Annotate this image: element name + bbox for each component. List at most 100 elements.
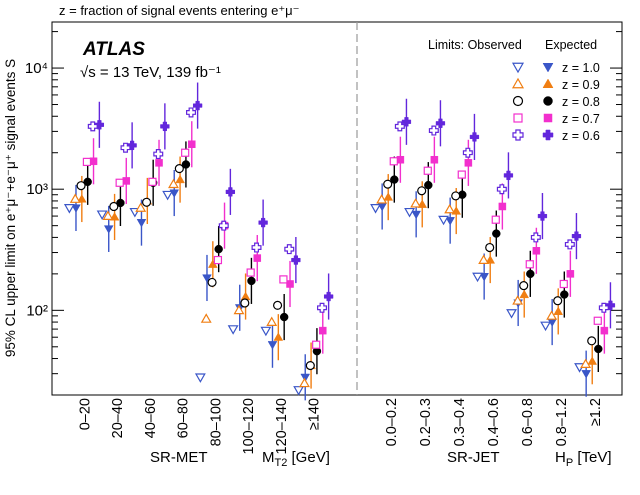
observed-marker bbox=[410, 198, 422, 208]
expected-marker bbox=[188, 140, 196, 149]
bin-label: 0.6–0.8 bbox=[520, 398, 536, 446]
region-variable: HP [TeV] bbox=[555, 449, 612, 469]
expected-marker bbox=[435, 118, 446, 128]
legend-observed-marker bbox=[512, 95, 524, 107]
series-point bbox=[186, 82, 203, 129]
observed-marker bbox=[218, 220, 229, 231]
observed-marker bbox=[200, 313, 212, 323]
series-point bbox=[451, 171, 467, 218]
legend-entry: z = 0.7 bbox=[513, 112, 600, 126]
legend-header-observed: Limits: Observed bbox=[428, 38, 522, 52]
series-point bbox=[312, 307, 327, 354]
expected-marker bbox=[587, 356, 598, 365]
observed-marker bbox=[389, 157, 398, 166]
observed-marker bbox=[394, 121, 405, 132]
series-point bbox=[598, 282, 616, 329]
legend-label: z = 0.7 bbox=[562, 112, 600, 126]
expected-marker bbox=[89, 157, 98, 166]
legend-label: z = 1.0 bbox=[562, 61, 600, 75]
expected-marker bbox=[103, 225, 114, 234]
series-point bbox=[218, 168, 236, 231]
observed-marker bbox=[284, 244, 295, 255]
legend-entry: z = 0.8 bbox=[512, 95, 600, 109]
observed-marker bbox=[519, 281, 529, 291]
series-point bbox=[580, 338, 598, 385]
observed-marker bbox=[451, 191, 461, 201]
chart-subtitle: z = fraction of signal events entering e… bbox=[59, 3, 300, 18]
observed-marker bbox=[266, 316, 278, 326]
observed-marker bbox=[587, 336, 597, 346]
legend-observed-marker bbox=[511, 77, 525, 89]
bin-label: 0.8–1.2 bbox=[554, 398, 570, 446]
series-point bbox=[496, 152, 514, 199]
series-point bbox=[120, 122, 137, 169]
series-point bbox=[376, 174, 394, 221]
bin-label: 20–40 bbox=[110, 398, 126, 438]
region-variable: MT2 [GeV] bbox=[262, 449, 330, 469]
series-point bbox=[115, 157, 131, 204]
expected-marker bbox=[485, 255, 496, 264]
observed-marker bbox=[227, 325, 239, 335]
observed-marker bbox=[438, 215, 449, 226]
expected-marker bbox=[430, 155, 439, 164]
series-point bbox=[87, 101, 105, 148]
expected-marker bbox=[396, 155, 405, 164]
observed-marker bbox=[491, 215, 500, 224]
series-point bbox=[194, 254, 212, 383]
observed-marker bbox=[279, 275, 288, 284]
observed-marker bbox=[546, 310, 558, 320]
expected-marker bbox=[160, 121, 170, 132]
expected-marker bbox=[424, 180, 433, 190]
bin-label: 60–80 bbox=[176, 398, 192, 438]
expected-marker bbox=[71, 204, 81, 213]
expected-marker bbox=[417, 199, 428, 208]
observed-marker bbox=[120, 142, 131, 153]
observed-marker bbox=[299, 377, 310, 388]
series-point bbox=[266, 314, 284, 361]
series-point bbox=[438, 197, 455, 244]
series-point bbox=[273, 293, 289, 341]
series-point bbox=[530, 193, 548, 243]
observed-marker bbox=[370, 204, 381, 214]
expected-marker bbox=[267, 341, 278, 350]
observed-marker bbox=[305, 360, 315, 371]
series-point bbox=[153, 103, 170, 160]
expected-marker bbox=[122, 177, 131, 185]
expected-marker bbox=[136, 219, 147, 228]
region-name: SR-JET bbox=[447, 449, 500, 466]
series-point bbox=[102, 193, 120, 241]
observed-marker bbox=[168, 178, 179, 189]
series-point bbox=[260, 321, 278, 368]
expected-marker bbox=[323, 291, 334, 302]
expected-marker bbox=[76, 194, 87, 203]
observed-marker bbox=[553, 296, 563, 306]
observed-marker bbox=[598, 302, 609, 313]
series-point bbox=[227, 284, 245, 335]
expected-marker bbox=[253, 254, 262, 262]
observed-marker bbox=[564, 239, 575, 250]
legend-entry: z = 0.6 bbox=[512, 129, 600, 143]
series-point bbox=[462, 113, 480, 160]
legend-observed-marker bbox=[511, 62, 525, 74]
bin-label: 100–120 bbox=[241, 398, 257, 454]
expected-marker bbox=[532, 247, 541, 255]
expected-marker bbox=[192, 100, 203, 111]
legend-entry: z = 1.0 bbox=[511, 61, 600, 75]
observed-marker bbox=[376, 194, 388, 204]
series-point bbox=[284, 237, 301, 284]
observed-marker bbox=[233, 304, 245, 315]
observed-marker bbox=[148, 177, 157, 186]
expected-marker bbox=[560, 290, 569, 299]
observed-marker bbox=[115, 178, 124, 187]
expected-marker bbox=[469, 132, 480, 142]
series-point bbox=[305, 328, 322, 375]
series-point bbox=[587, 325, 603, 372]
series-point bbox=[559, 250, 575, 297]
legend-observed-marker bbox=[513, 113, 523, 123]
series-point bbox=[546, 288, 564, 335]
observed-marker bbox=[181, 148, 190, 157]
series-point bbox=[279, 260, 294, 308]
series-point bbox=[181, 121, 196, 168]
observed-marker bbox=[69, 193, 81, 203]
